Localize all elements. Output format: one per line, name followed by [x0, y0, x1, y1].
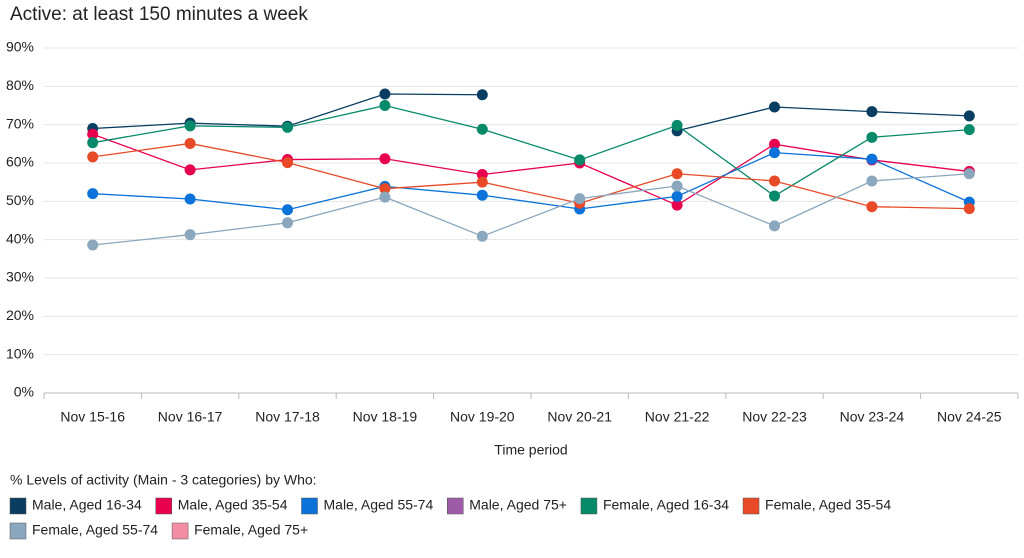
series-line — [92, 93, 970, 132]
legend-swatch — [171, 522, 189, 540]
data-point — [476, 176, 488, 188]
data-point — [476, 189, 488, 201]
data-point — [87, 188, 99, 200]
data-point — [87, 239, 99, 251]
legend-swatch — [447, 497, 464, 515]
data-point — [769, 147, 780, 159]
data-point — [671, 190, 683, 202]
x-tick-label: Nov 15-16 — [60, 409, 125, 425]
data-point — [671, 180, 683, 192]
data-point — [282, 204, 293, 216]
data-point — [769, 101, 780, 113]
data-point — [476, 169, 488, 180]
data-point — [866, 175, 878, 187]
x-tick-label: Nov 24-25 — [937, 409, 1002, 425]
data-point — [379, 88, 391, 100]
legend-label: Female, Aged 75+ — [194, 522, 308, 538]
data-point — [379, 100, 391, 111]
y-tick-label: 40% — [6, 230, 34, 246]
y-tick-label: 30% — [6, 269, 34, 285]
legend-swatch — [580, 497, 598, 515]
y-tick-label: 50% — [6, 192, 34, 208]
data-point — [574, 154, 586, 166]
data-point — [476, 89, 488, 101]
data-point — [282, 217, 293, 229]
data-point — [671, 168, 683, 180]
legend-swatch — [9, 497, 27, 515]
data-point — [379, 191, 391, 203]
data-point — [87, 137, 99, 149]
legend-label: Female, Aged 16-34 — [603, 497, 729, 513]
legend-swatch — [742, 497, 760, 515]
legend-label: Male, Aged 35-54 — [178, 497, 288, 513]
x-tick-label: Nov 19-20 — [450, 409, 515, 425]
x-axis-title: Time period — [494, 442, 567, 458]
data-point — [769, 220, 780, 232]
y-tick-label: 0% — [14, 384, 34, 400]
data-point — [866, 131, 878, 143]
x-tick-label: Nov 21-22 — [645, 409, 710, 425]
x-tick-label: Nov 22-23 — [742, 409, 807, 425]
data-point — [769, 175, 780, 187]
y-tick-label: 60% — [6, 154, 34, 170]
series-line — [92, 142, 970, 210]
legend-label: Male, Aged 16-34 — [32, 497, 142, 513]
data-point — [379, 183, 391, 195]
data-point — [184, 164, 196, 176]
data-point — [282, 121, 293, 133]
data-point — [282, 157, 293, 169]
data-point — [866, 201, 878, 213]
series-line — [92, 173, 970, 246]
data-point — [476, 123, 488, 135]
legend-swatch — [301, 497, 318, 515]
y-tick-label: 10% — [6, 345, 34, 361]
x-tick-label: Nov 16-17 — [158, 409, 223, 425]
legend-swatch — [155, 497, 172, 515]
series-line — [92, 151, 970, 211]
data-point — [769, 190, 780, 202]
data-point — [184, 120, 196, 132]
data-point — [87, 151, 99, 163]
data-point — [866, 106, 878, 118]
data-point — [379, 153, 391, 165]
legend-swatch — [9, 522, 27, 540]
y-tick-label: 90% — [6, 39, 34, 55]
data-point — [963, 110, 975, 122]
y-tick-label: 20% — [6, 307, 34, 323]
x-tick-label: Nov 20-21 — [547, 409, 612, 425]
data-point — [963, 168, 975, 180]
legend-label: Female, Aged 35-54 — [765, 497, 891, 513]
legend-title: % Levels of activity (Main - 3 categorie… — [10, 472, 317, 488]
data-point — [769, 138, 780, 150]
data-point — [476, 230, 488, 242]
data-point — [671, 199, 683, 211]
legend-label: Male, Aged 75+ — [469, 497, 567, 513]
data-point — [574, 193, 586, 205]
series-line — [92, 104, 970, 197]
legend-label: Female, Aged 55-74 — [32, 522, 158, 538]
chart-title: Active: at least 150 minutes a week — [10, 4, 308, 25]
data-point — [963, 124, 975, 136]
series-line — [92, 133, 970, 206]
data-point — [963, 203, 975, 215]
data-point — [184, 193, 196, 205]
y-tick-label: 70% — [6, 115, 34, 131]
x-tick-label: Nov 17-18 — [255, 409, 320, 425]
y-tick-label: 80% — [6, 77, 34, 93]
data-point — [866, 153, 878, 165]
legend-label: Male, Aged 55-74 — [324, 497, 434, 513]
data-point — [184, 229, 196, 241]
data-point — [184, 137, 196, 149]
data-point — [87, 128, 99, 140]
x-tick-label: Nov 18-19 — [353, 409, 418, 425]
data-point — [671, 119, 683, 131]
x-tick-label: Nov 23-24 — [840, 409, 905, 425]
